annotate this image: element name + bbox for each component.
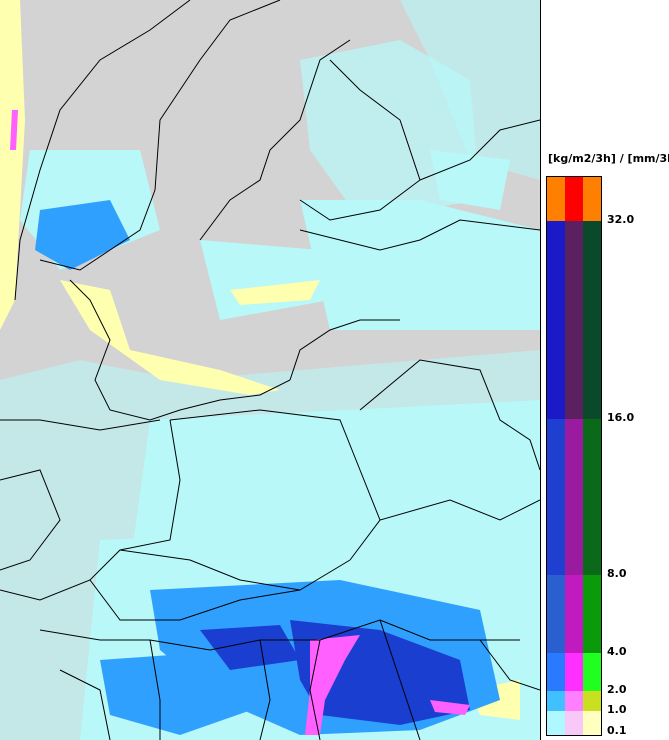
precipitation-map <box>0 0 540 740</box>
map-canvas <box>0 0 540 740</box>
swatch <box>565 691 583 711</box>
legend-units: [kg/m2/3h] / [mm/3h] <box>548 152 669 165</box>
swatch <box>565 575 583 653</box>
color-scale <box>546 176 602 736</box>
swatch <box>547 221 565 419</box>
swatch <box>583 177 601 221</box>
band-2-4 <box>547 653 601 691</box>
tick-label: 2.0 <box>607 683 627 696</box>
mixed-precipitation-areas <box>10 110 470 735</box>
band-16-32 <box>547 221 601 419</box>
swatch <box>583 653 601 691</box>
swatch <box>565 221 583 419</box>
band-1-2 <box>547 691 601 711</box>
swatch <box>547 711 565 735</box>
swatch <box>583 419 601 575</box>
swatch <box>547 419 565 575</box>
separator-line <box>540 0 541 740</box>
tick-label: 1.0 <box>607 703 627 716</box>
tick-label: 8.0 <box>607 567 627 580</box>
band-32 <box>547 177 601 221</box>
swatch <box>547 177 565 221</box>
band-0.1-1 <box>547 711 601 735</box>
swatch <box>565 177 583 221</box>
tick-label: 32.0 <box>607 213 635 226</box>
band-8-16 <box>547 419 601 575</box>
band-4-8 <box>547 575 601 653</box>
swatch <box>547 575 565 653</box>
swatch <box>547 691 565 711</box>
swatch <box>565 653 583 691</box>
swatch <box>547 653 565 691</box>
swatch <box>583 711 601 735</box>
swatch <box>583 575 601 653</box>
tick-label: 0.1 <box>607 724 627 737</box>
swatch <box>583 221 601 419</box>
swatch <box>565 419 583 575</box>
swatch <box>565 711 583 735</box>
country-borders <box>0 0 540 740</box>
swatch <box>583 691 601 711</box>
tick-label: 4.0 <box>607 645 627 658</box>
tick-label: 16.0 <box>607 411 635 424</box>
